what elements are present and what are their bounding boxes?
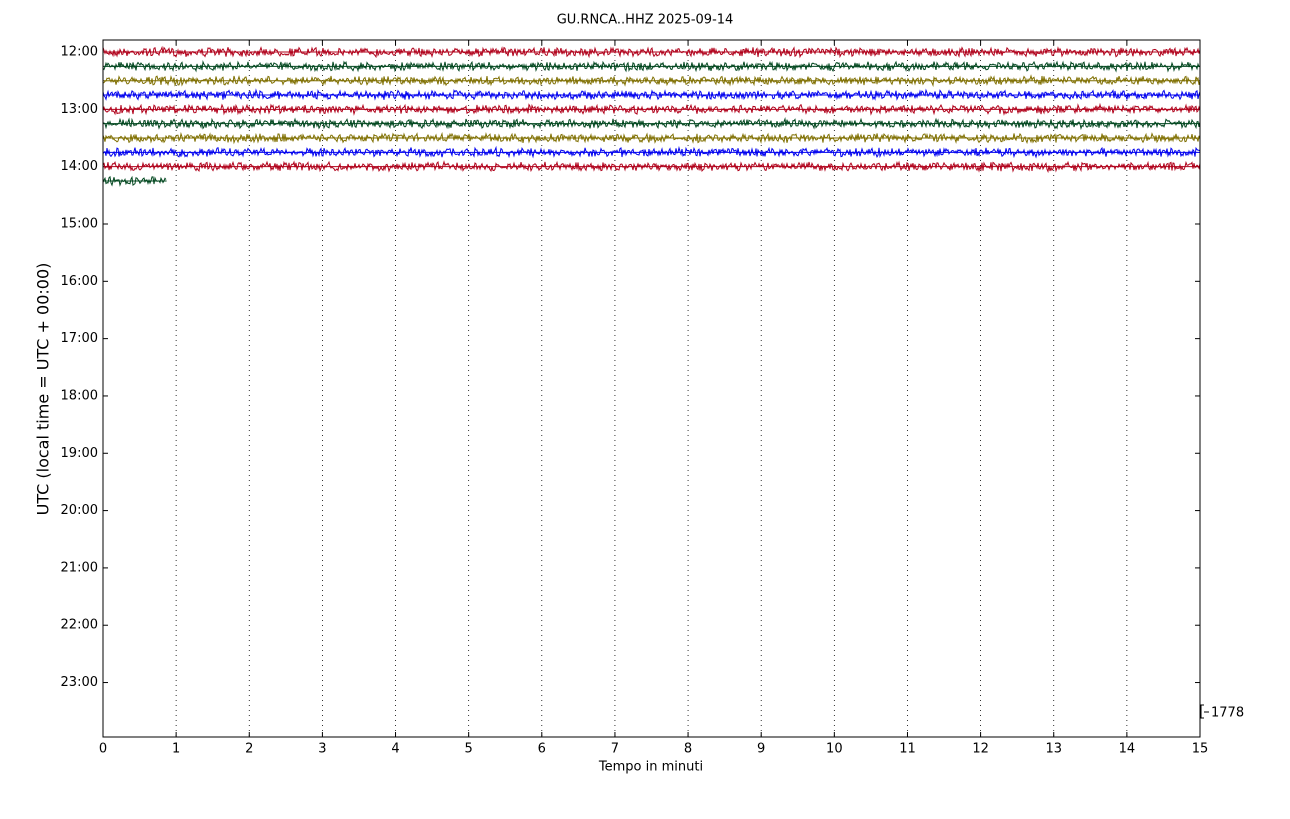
x-tick-label: 15 <box>1192 742 1209 757</box>
y-tick-label: 19:00 <box>61 446 98 461</box>
y-axis-label: UTC (local time = UTC + 00:00) <box>34 263 53 516</box>
plot-frame <box>102 39 1201 738</box>
x-tick-label: 10 <box>826 742 843 757</box>
x-tick-label: 5 <box>465 742 473 757</box>
y-tick-label: 15:00 <box>61 216 98 231</box>
x-tick-label: 1 <box>172 742 180 757</box>
x-tick-label: 3 <box>318 742 326 757</box>
waveform-texture <box>102 45 1201 59</box>
scale-bracket <box>1200 704 1209 719</box>
scale-label: 1778 <box>1211 706 1244 721</box>
y-tick-label: 14:00 <box>61 159 98 174</box>
y-tick-label: 13:00 <box>61 102 98 117</box>
x-tick-label: 4 <box>391 742 399 757</box>
x-tick-label: 13 <box>1045 742 1062 757</box>
y-tick-label: 22:00 <box>61 618 98 633</box>
y-tick-label: 21:00 <box>61 560 98 575</box>
waveform-texture <box>102 160 1201 174</box>
waveform-texture <box>102 175 167 187</box>
x-tick-label: 2 <box>245 742 253 757</box>
y-tick-label: 18:00 <box>61 388 98 403</box>
x-axis-label: Tempo in minuti <box>598 760 703 775</box>
y-tick-label: 23:00 <box>61 675 98 690</box>
y-tick-label: 20:00 <box>61 503 98 518</box>
x-tick-label: 0 <box>99 742 107 757</box>
x-tick-label: 8 <box>684 742 692 757</box>
y-tick-label: 16:00 <box>61 274 98 289</box>
x-tick-label: 14 <box>1119 742 1136 757</box>
x-tick-label: 11 <box>899 742 916 757</box>
chart-title: GU.RNCA..HHZ 2025-09-14 <box>557 13 734 28</box>
x-tick-label: 6 <box>538 742 546 757</box>
waveform-texture <box>102 145 1201 159</box>
x-tick-label: 9 <box>757 742 765 757</box>
y-tick-label: 17:00 <box>61 331 98 346</box>
x-tick-label: 7 <box>611 742 619 757</box>
y-tick-label: 12:00 <box>61 45 98 60</box>
waveform-texture <box>102 131 1201 145</box>
x-tick-label: 12 <box>972 742 989 757</box>
